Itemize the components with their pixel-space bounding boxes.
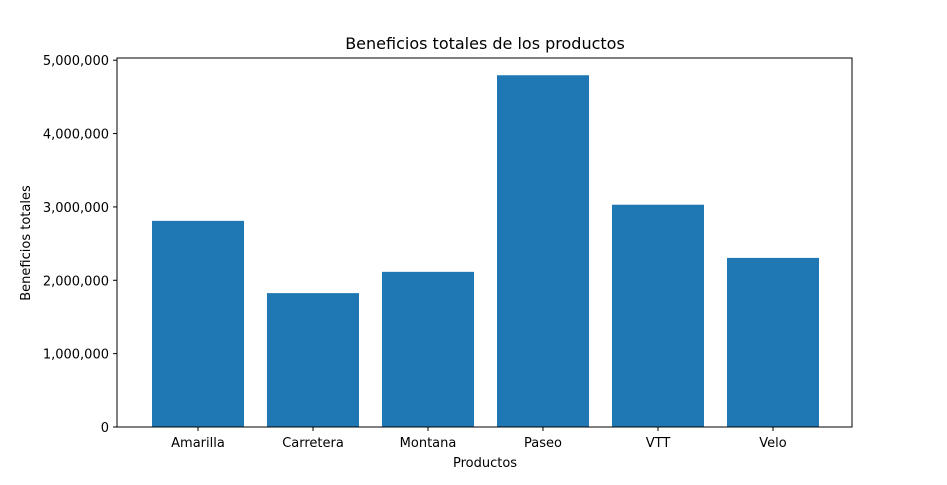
y-tick-label: 5,000,000 bbox=[43, 54, 109, 69]
plot-frame bbox=[116, 57, 853, 428]
bar-paseo bbox=[497, 75, 589, 427]
y-tick-label: 3,000,000 bbox=[43, 201, 109, 216]
x-tick-label: Carretera bbox=[282, 436, 344, 451]
y-tick-label: 1,000,000 bbox=[43, 348, 109, 363]
y-tick-label: 4,000,000 bbox=[43, 128, 109, 143]
x-tick-label: Paseo bbox=[524, 436, 562, 451]
y-tick-label: 0 bbox=[101, 421, 109, 436]
bar-amarilla bbox=[152, 220, 244, 427]
bar-carretera bbox=[267, 293, 359, 427]
x-tick-label: Amarilla bbox=[171, 436, 225, 451]
x-axis: Amarilla Carretera Montana Paseo VTT Velo bbox=[171, 427, 787, 451]
x-axis-label: Productos bbox=[453, 456, 517, 471]
y-tick-label: 2,000,000 bbox=[43, 274, 109, 289]
x-tick-label: Montana bbox=[400, 436, 457, 451]
bar-vtt bbox=[612, 204, 704, 427]
y-axis-label: Beneficios totales bbox=[19, 185, 34, 301]
bars-group bbox=[152, 75, 819, 427]
chart-title: Beneficios totales de los productos bbox=[345, 34, 625, 53]
x-tick-label: VTT bbox=[646, 436, 671, 451]
y-axis: 0 1,000,000 2,000,000 3,000,000 4,000,000 5,0… bbox=[43, 54, 117, 436]
x-tick-label: Velo bbox=[759, 436, 786, 451]
bar-montana bbox=[382, 271, 474, 427]
bar-velo bbox=[727, 257, 819, 427]
